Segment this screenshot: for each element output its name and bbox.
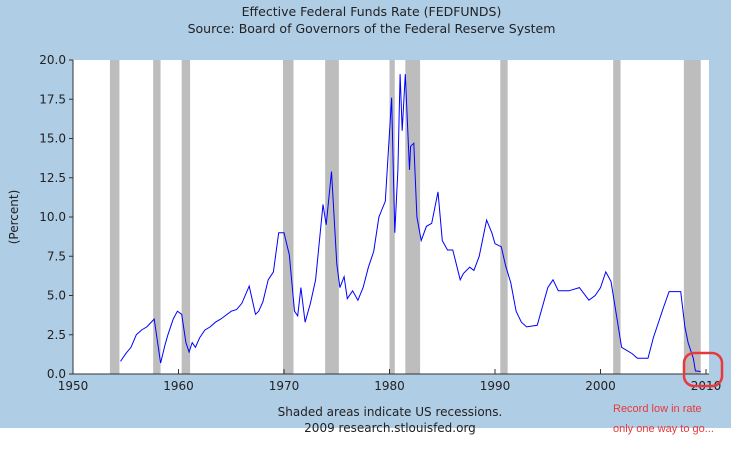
y-tick-label: 15.0 bbox=[39, 132, 66, 146]
x-tick-label: 1950 bbox=[58, 379, 89, 393]
y-tick-label: 17.5 bbox=[39, 92, 66, 106]
recession-band bbox=[405, 60, 421, 374]
annotation-text: only one way to go... bbox=[613, 423, 714, 435]
x-tick-label: 2000 bbox=[585, 379, 616, 393]
y-tick-label: 2.5 bbox=[47, 328, 66, 342]
y-tick-label: 5.0 bbox=[47, 289, 66, 303]
recession-band bbox=[325, 60, 339, 374]
y-tick-label: 12.5 bbox=[39, 171, 66, 185]
recession-band bbox=[389, 60, 395, 374]
x-tick-label: 1990 bbox=[480, 379, 511, 393]
y-tick-label: 0.0 bbox=[47, 367, 66, 381]
annotation-text: Record low in rate bbox=[613, 403, 702, 415]
recession-band bbox=[181, 60, 191, 374]
recession-band bbox=[500, 60, 508, 374]
y-tick-label: 20.0 bbox=[39, 53, 66, 67]
recession-band bbox=[683, 60, 701, 374]
recession-band bbox=[613, 60, 621, 374]
y-axis-label: (Percent) bbox=[7, 190, 21, 245]
y-tick-label: 7.5 bbox=[47, 249, 66, 263]
x-tick-label: 1970 bbox=[269, 379, 300, 393]
x-tick-label: 1960 bbox=[163, 379, 194, 393]
footer-source: 2009 research.stlouisfed.org bbox=[304, 421, 476, 435]
recession-band bbox=[153, 60, 161, 374]
highlight-circle bbox=[682, 351, 724, 388]
footer-note: Shaded areas indicate US recessions. bbox=[277, 405, 503, 419]
chart-title: Effective Federal Funds Rate (FEDFUNDS) bbox=[241, 4, 502, 19]
series-line bbox=[120, 74, 701, 372]
recession-band bbox=[282, 60, 294, 374]
x-tick-label: 1980 bbox=[374, 379, 405, 393]
recession-band bbox=[109, 60, 120, 374]
chart-subtitle: Source: Board of Governors of the Federa… bbox=[187, 21, 556, 36]
y-tick-label: 10.0 bbox=[39, 210, 66, 224]
